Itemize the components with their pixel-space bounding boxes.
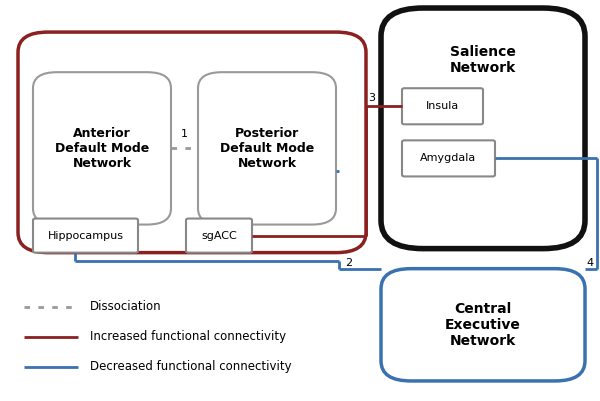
FancyBboxPatch shape <box>18 32 366 253</box>
Text: sgACC: sgACC <box>201 231 237 241</box>
Text: Amygdala: Amygdala <box>421 154 476 163</box>
FancyBboxPatch shape <box>33 72 171 225</box>
FancyBboxPatch shape <box>402 140 495 176</box>
Text: Dissociation: Dissociation <box>90 300 161 313</box>
Text: 1: 1 <box>181 130 188 139</box>
FancyBboxPatch shape <box>402 88 483 124</box>
Text: Increased functional connectivity: Increased functional connectivity <box>90 330 286 343</box>
FancyBboxPatch shape <box>186 219 252 253</box>
Text: Insula: Insula <box>426 101 459 111</box>
Text: Hippocampus: Hippocampus <box>47 231 124 241</box>
Text: 4: 4 <box>587 258 594 267</box>
Text: 3: 3 <box>368 93 375 103</box>
FancyBboxPatch shape <box>381 8 585 249</box>
Text: Posterior
Default Mode
Network: Posterior Default Mode Network <box>220 127 314 170</box>
Text: Anterior
Default Mode
Network: Anterior Default Mode Network <box>55 127 149 170</box>
Text: Salience
Network: Salience Network <box>450 45 516 75</box>
FancyBboxPatch shape <box>198 72 336 225</box>
FancyBboxPatch shape <box>33 219 138 253</box>
Text: 2: 2 <box>345 258 352 267</box>
Text: Central
Executive
Network: Central Executive Network <box>445 302 521 348</box>
FancyBboxPatch shape <box>381 269 585 381</box>
Text: Decreased functional connectivity: Decreased functional connectivity <box>90 360 292 373</box>
